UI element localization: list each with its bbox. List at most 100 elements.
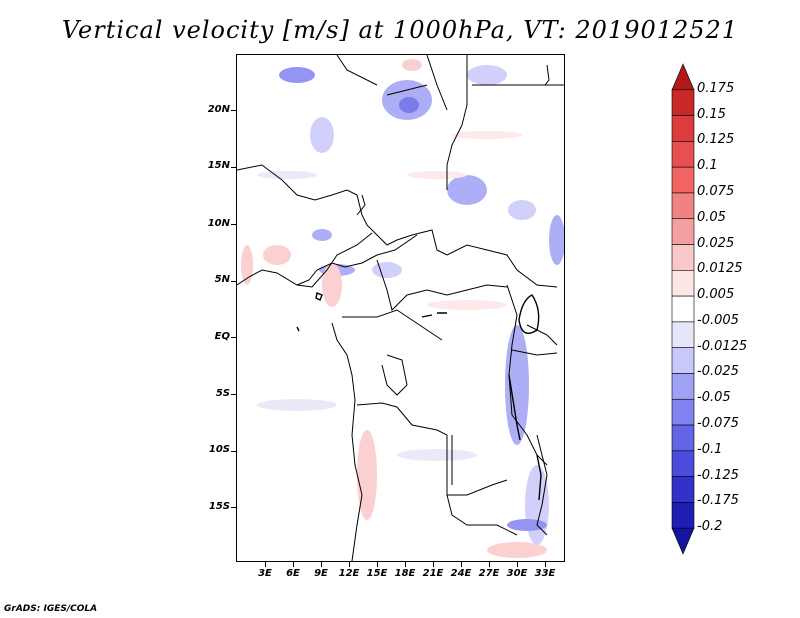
lon-label-15e: 15E [366,568,388,579]
lon-label-21e: 21E [422,568,444,579]
border-line [426,55,448,111]
lon-tick [377,562,378,567]
colorbar-label: -0.2 [697,519,723,535]
colorbar-label: 0.175 [697,80,735,96]
lon-tick [545,562,546,567]
velocity-blob [487,542,547,558]
lon-label-3e: 3E [258,568,272,579]
lat-label-15n: 15N [207,160,230,171]
border-line [342,309,443,341]
lon-label-30e: 30E [506,568,528,579]
colorbar-label: 0.1 [697,158,718,174]
country-borders [237,55,564,561]
velocity-blob [322,263,342,307]
colorbar-label: 0.075 [697,183,735,199]
colorbar-segment [671,89,695,116]
map-panel [236,54,565,562]
colorbar-label: -0.1 [697,441,723,457]
velocity-blob [263,245,291,265]
colorbar-segment [671,373,695,400]
coastline-west-africa [237,232,373,288]
lon-tick [461,562,462,567]
map-canvas [237,55,564,561]
border-line [336,55,378,86]
border-line [381,354,408,396]
colorbar-segment [671,115,695,142]
velocity-blob [407,171,467,179]
lakes [296,292,542,501]
river-segment [421,312,447,318]
lat-label-10n: 10N [207,218,230,229]
velocity-blob [397,449,477,461]
colorbar-segment [671,398,695,426]
colorbar-segment [671,476,695,503]
border-line [356,194,366,216]
lon-tick [517,562,518,567]
lon-label-9e: 9E [314,568,328,579]
colorbar-label: -0.05 [697,390,731,406]
colorbar-segment [671,527,695,555]
lat-tick [231,281,236,282]
colorbar-segment [671,321,695,348]
lat-label-20n: 20N [207,104,230,115]
border-line [296,234,418,286]
lat-tick [231,337,236,338]
border-line [511,349,558,356]
lon-tick [293,562,294,567]
colorbar-label: 0.005 [697,287,735,303]
map-title: Vertical velocity [m/s] at 1000hPa, VT: … [61,16,739,44]
colorbar-segment [671,347,695,374]
colorbar-segment [671,218,695,245]
lat-tick [231,394,236,395]
colorbar-segment [671,192,695,220]
velocity-blob [279,67,315,83]
colorbar-label: -0.125 [697,467,739,483]
velocity-blob [507,519,547,531]
lon-label-33e: 33E [534,568,556,579]
border-line [536,434,548,536]
lat-label-5n: 5N [214,274,230,285]
velocity-blob [447,175,487,205]
lat-label-10s: 10S [208,444,230,455]
colorbar-segment [671,244,695,271]
border-line [506,284,548,466]
velocity-blob [549,215,564,265]
colorbar-segment [671,295,695,323]
lon-label-6e: 6E [286,568,300,579]
colorbar-segment [671,502,695,529]
lon-tick [265,562,266,567]
lon-tick [433,562,434,567]
colorbar-segment [671,450,695,477]
lat-tick [231,110,236,111]
velocity-blob [452,131,522,139]
lat-label-15s: 15S [208,501,230,512]
colorbar-label: -0.005 [697,312,739,328]
lon-tick [321,562,322,567]
border-line [386,84,428,96]
lon-tick [489,562,490,567]
border-line [376,259,508,311]
colorbar-label: 0.125 [697,132,735,148]
colorbar-label: 0.025 [697,235,735,251]
grads-credit: GrADS: IGES/COLA [4,604,98,614]
lake-malawi [536,454,542,501]
border-line [356,402,508,496]
velocity-blob [310,117,334,153]
island-bioko [315,292,323,301]
lon-label-27e: 27E [478,568,500,579]
velocity-blob [508,200,536,220]
border-line [544,64,550,86]
border-line [446,494,518,536]
colorbar [671,63,695,555]
colorbar-segment [671,424,695,452]
colorbar-segment [671,270,695,297]
velocity-blob [467,65,507,85]
colorbar-label: 0.05 [697,209,726,225]
colorbar-label: 0.15 [697,106,726,122]
velocity-blob [312,229,332,241]
border-line [526,324,558,346]
lat-tick [231,507,236,508]
lat-label-eq: EQ [214,331,230,342]
lon-label-18e: 18E [394,568,416,579]
velocity-blob [257,171,317,179]
